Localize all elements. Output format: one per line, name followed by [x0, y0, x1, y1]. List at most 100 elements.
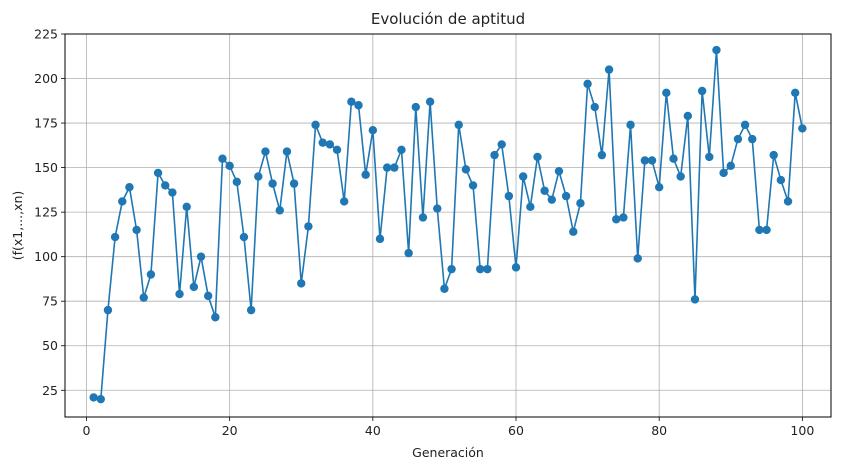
data-point: [569, 227, 578, 236]
data-point: [697, 86, 707, 96]
data-point: [118, 197, 127, 206]
data-point: [719, 168, 728, 178]
data-point: [640, 156, 650, 165]
data-point: [268, 179, 277, 188]
data-point: [304, 222, 313, 231]
y-tick-label: 125: [34, 205, 58, 220]
data-point: [354, 101, 363, 110]
y-tick-label: 150: [34, 160, 58, 175]
y-axis: 25 50 75 100 125 150 175 200 225: [34, 27, 65, 398]
data-point: [526, 202, 535, 211]
data-point: [497, 140, 506, 149]
data-point: [132, 225, 141, 235]
data-point: [153, 168, 163, 178]
data-point: [168, 188, 177, 197]
data-point: [676, 172, 685, 181]
data-point: [597, 150, 607, 160]
y-tick-label: 175: [34, 116, 58, 131]
plot-frame: [64, 33, 832, 418]
y-tick-label: 225: [34, 27, 58, 42]
y-tick-label: 75: [42, 294, 58, 309]
data-point: [733, 134, 743, 144]
data-point: [654, 183, 664, 192]
data-point: [411, 102, 420, 112]
data-point: [540, 186, 549, 195]
data-point: [189, 282, 199, 292]
data-point: [96, 394, 105, 404]
data-point: [726, 161, 735, 171]
x-tick-label: 60: [508, 423, 524, 438]
data-point: [311, 120, 320, 130]
data-point: [261, 147, 270, 156]
data-point: [504, 191, 514, 201]
data-point: [375, 234, 385, 244]
data-point: [203, 291, 213, 301]
data-point: [476, 264, 485, 274]
data-point: [110, 232, 120, 242]
data-point: [218, 154, 227, 163]
data-point: [669, 154, 678, 163]
grid: [65, 33, 831, 417]
data-point: [146, 270, 156, 279]
data-point: [447, 264, 456, 274]
data-point: [576, 199, 585, 208]
y-tick-label: 50: [42, 338, 58, 353]
data-point: [554, 166, 564, 176]
data-point: [418, 213, 428, 222]
data-point: [468, 181, 478, 190]
x-axis: 0 20 40 60 80 100: [83, 417, 814, 438]
data-point: [740, 120, 750, 130]
y-tick-label: 100: [34, 249, 58, 264]
x-tick-label: 80: [651, 423, 667, 438]
data-point: [361, 170, 370, 179]
data-point: [483, 264, 492, 274]
data-point: [440, 284, 449, 293]
data-point: [683, 111, 693, 121]
data-point: [762, 225, 771, 235]
data-point: [297, 279, 306, 288]
data-point: [175, 289, 184, 299]
data-point: [318, 138, 327, 147]
data-point: [705, 152, 714, 162]
data-point: [433, 204, 442, 213]
data-point: [547, 195, 557, 204]
data-point: [254, 172, 263, 181]
data-point: [612, 215, 621, 224]
y-axis-label: (f(x1,...,xn): [10, 191, 25, 261]
data-point: [275, 206, 284, 215]
data-point: [626, 120, 635, 130]
data-point: [246, 305, 256, 315]
data-point: [619, 213, 628, 222]
x-tick-label: 0: [83, 423, 91, 438]
data-point: [769, 150, 778, 160]
y-tick-label: 25: [42, 383, 58, 398]
data-point: [404, 248, 413, 258]
data-point: [748, 134, 757, 144]
data-point: [511, 263, 521, 272]
data-point: [339, 197, 349, 206]
data-point: [289, 179, 299, 188]
data-point: [647, 156, 657, 165]
data-point: [390, 163, 399, 172]
data-point: [125, 183, 134, 192]
data-point: [225, 161, 234, 171]
data-point: [712, 45, 721, 55]
data-point: [561, 191, 571, 201]
data-point: [211, 313, 220, 322]
x-tick-label: 20: [222, 423, 238, 438]
x-tick-label: 40: [365, 423, 381, 438]
data-point: [776, 175, 786, 185]
data-point: [368, 125, 378, 135]
data-point: [161, 181, 170, 190]
data-point: [461, 165, 471, 174]
data-point: [791, 88, 800, 97]
data-point: [347, 97, 356, 106]
chart-title: Evolución de aptitud: [371, 10, 525, 28]
data-point: [533, 152, 542, 162]
x-tick-label: 100: [790, 423, 814, 438]
data-point: [690, 295, 700, 304]
data-point: [139, 293, 148, 302]
data-point: [783, 197, 793, 206]
data-point: [103, 305, 113, 315]
